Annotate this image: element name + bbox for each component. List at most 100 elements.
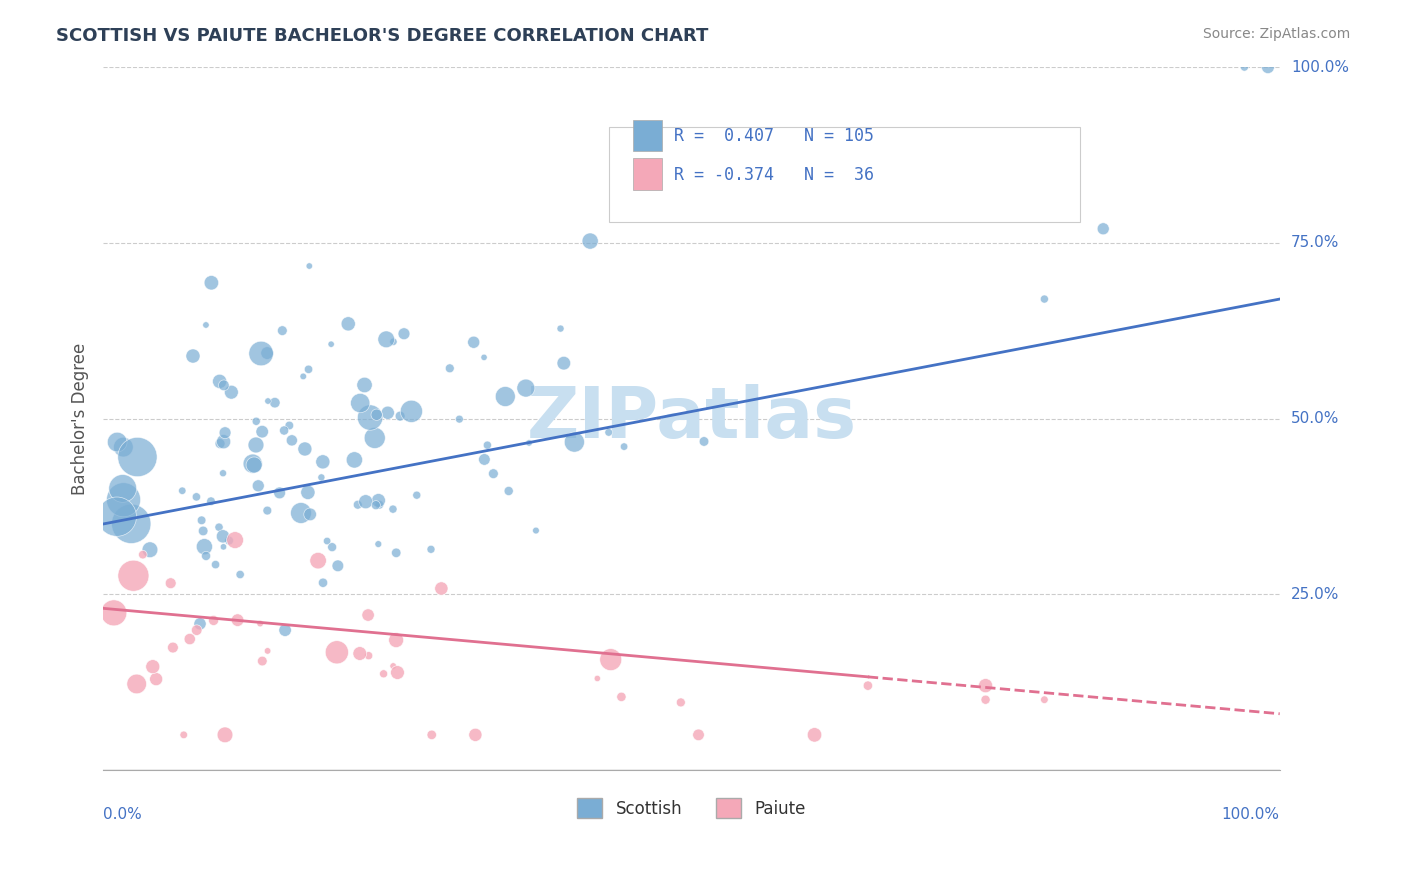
Point — [474, 452, 496, 467]
Point — [669, 695, 692, 709]
Point — [613, 440, 636, 454]
Point — [208, 436, 231, 450]
Point — [375, 332, 398, 346]
Point — [693, 434, 716, 449]
Point — [586, 672, 609, 686]
Point — [269, 486, 291, 500]
Text: 50.0%: 50.0% — [1291, 411, 1339, 426]
Text: R =  0.407   N = 105: R = 0.407 N = 105 — [673, 127, 873, 145]
Point — [181, 349, 204, 363]
Point — [364, 498, 387, 512]
Point — [311, 470, 333, 484]
Point — [430, 582, 453, 596]
Text: 75.0%: 75.0% — [1291, 235, 1339, 251]
Point — [1092, 221, 1115, 235]
Point — [346, 498, 368, 512]
Point — [142, 659, 165, 673]
Point — [242, 457, 264, 471]
Point — [256, 346, 278, 360]
Point — [366, 408, 388, 422]
Point — [214, 425, 236, 440]
Point — [132, 548, 155, 562]
Point — [598, 425, 620, 440]
Point — [353, 378, 375, 392]
Point — [1033, 692, 1056, 706]
Point — [550, 321, 572, 335]
Point — [354, 494, 377, 508]
Point — [312, 455, 335, 469]
Point — [212, 434, 235, 449]
Point — [214, 728, 236, 742]
Point — [249, 616, 271, 631]
Point — [357, 648, 380, 663]
Point — [191, 524, 214, 538]
Point — [229, 567, 252, 582]
Point — [515, 381, 537, 395]
Text: ZIPatlas: ZIPatlas — [526, 384, 856, 453]
Point — [212, 378, 235, 392]
Point — [359, 410, 381, 425]
Point — [856, 679, 879, 693]
Point — [367, 493, 389, 508]
Point — [382, 334, 405, 349]
Point — [105, 435, 128, 450]
Point — [202, 614, 225, 628]
Point — [524, 524, 547, 538]
Legend: Scottish, Paiute: Scottish, Paiute — [571, 791, 813, 825]
Text: Source: ZipAtlas.com: Source: ZipAtlas.com — [1202, 27, 1350, 41]
Point — [127, 450, 149, 464]
Point — [1257, 60, 1279, 74]
Text: SCOTTISH VS PAIUTE BACHELOR'S DEGREE CORRELATION CHART: SCOTTISH VS PAIUTE BACHELOR'S DEGREE COR… — [56, 27, 709, 45]
Point — [381, 502, 404, 516]
Point — [385, 546, 408, 560]
Point — [401, 404, 423, 418]
Point — [250, 346, 273, 360]
Text: 100.0%: 100.0% — [1291, 60, 1348, 75]
Point — [472, 351, 495, 365]
Point — [564, 435, 586, 450]
Point — [517, 436, 540, 450]
Point — [162, 640, 184, 655]
Point — [1033, 292, 1056, 306]
Point — [343, 453, 366, 467]
Point — [204, 558, 226, 572]
Point — [281, 434, 304, 448]
Point — [494, 390, 516, 404]
Point — [307, 554, 329, 568]
Point — [1233, 60, 1256, 74]
Point — [257, 394, 280, 409]
Text: 100.0%: 100.0% — [1222, 807, 1279, 822]
Text: R = -0.374   N =  36: R = -0.374 N = 36 — [673, 166, 873, 184]
Point — [579, 234, 602, 248]
Point — [420, 728, 443, 742]
Point — [172, 483, 194, 498]
Point — [464, 728, 486, 742]
FancyBboxPatch shape — [609, 127, 1080, 222]
Point — [373, 666, 395, 681]
Point — [389, 409, 412, 423]
Point — [357, 608, 380, 623]
Point — [212, 540, 235, 554]
Point — [263, 395, 285, 409]
Point — [256, 644, 278, 658]
Point — [200, 494, 222, 508]
Point — [271, 324, 294, 338]
Point — [297, 362, 319, 376]
Point — [145, 672, 167, 686]
Point — [449, 412, 471, 426]
Point — [974, 679, 997, 693]
Point — [195, 549, 218, 563]
Point — [273, 424, 295, 438]
Point — [208, 375, 231, 389]
Point — [245, 438, 267, 452]
Point — [212, 529, 235, 543]
Point — [221, 385, 243, 400]
Point — [349, 396, 371, 410]
Point — [278, 418, 301, 433]
FancyBboxPatch shape — [633, 120, 662, 152]
Point — [321, 337, 343, 351]
Point — [243, 458, 266, 472]
Point — [111, 482, 134, 496]
Point — [256, 503, 278, 517]
Point — [159, 576, 181, 591]
